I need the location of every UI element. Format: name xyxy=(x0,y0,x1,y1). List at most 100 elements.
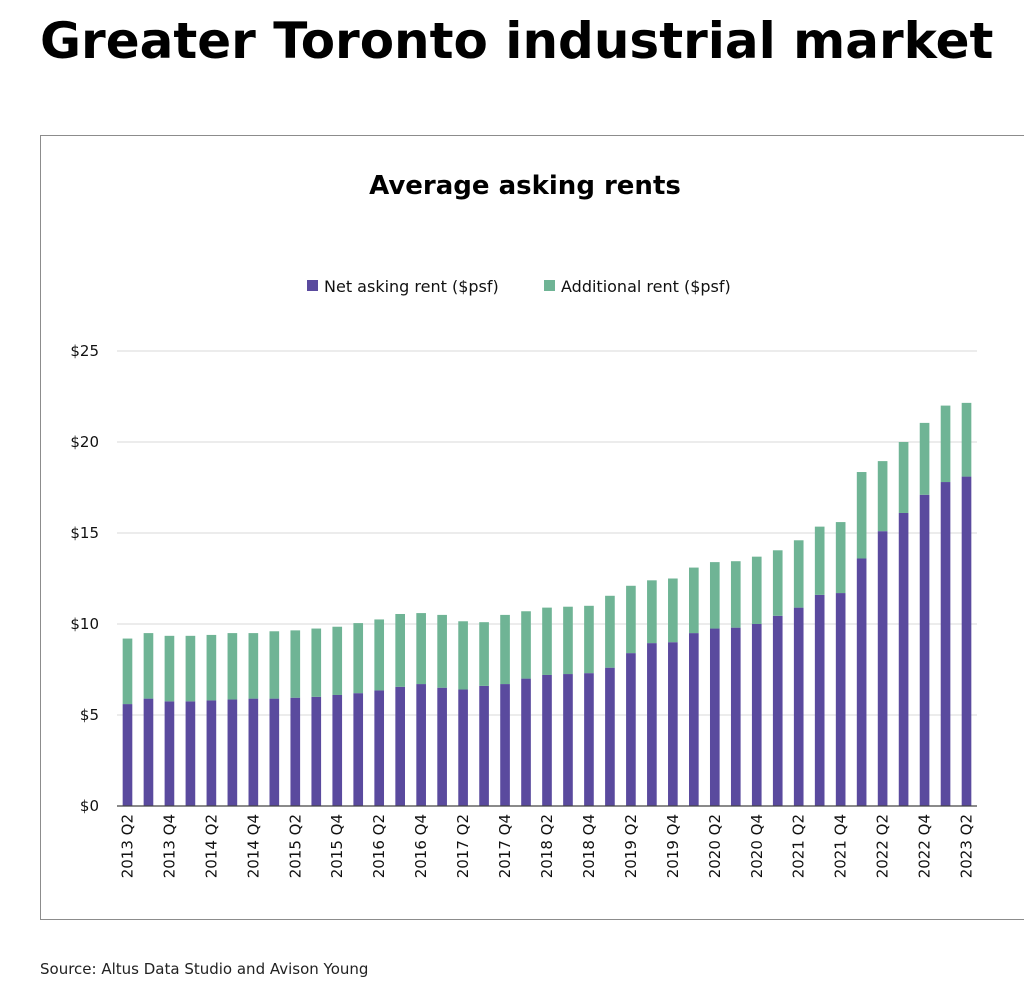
bar-additional-2019-Q2 xyxy=(626,585,636,654)
x-axis-ticks: 2013 Q2 2013 Q4 2014 Q2 2014 Q4 2015 Q2 2015 … xyxy=(118,814,975,878)
bar-net-2014-Q2 xyxy=(206,700,217,806)
x-tick-label: 2022 Q4 xyxy=(916,814,934,878)
bar-additional-2019-Q1 xyxy=(605,595,615,668)
bar-net-2016-Q3 xyxy=(395,686,405,806)
bar-net-2021-Q4 xyxy=(835,593,846,806)
bar-net-2020-Q2 xyxy=(709,628,720,806)
bar-net-2014-Q3 xyxy=(227,699,238,806)
bar-net-2022-Q1 xyxy=(856,558,867,806)
x-tick-label: 2018 Q4 xyxy=(580,814,598,878)
bar-net-2014-Q4 xyxy=(248,698,259,806)
bar-additional-2018-Q2 xyxy=(542,607,552,675)
x-tick-label: 2015 Q2 xyxy=(286,814,304,878)
x-tick-label: 2021 Q4 xyxy=(832,814,850,878)
bar-net-2023-Q2 xyxy=(961,476,972,806)
bar-net-2019-Q2 xyxy=(626,653,636,806)
legend: Net asking rent ($psf) Additional rent (… xyxy=(307,277,731,296)
legend-swatch-additional xyxy=(544,280,555,291)
bar-net-2017-Q3 xyxy=(479,685,489,806)
bar-net-2021-Q1 xyxy=(772,615,783,806)
bar-net-2017-Q1 xyxy=(437,687,447,806)
bar-additional-2020-Q2 xyxy=(709,562,720,629)
bar-net-2017-Q4 xyxy=(500,684,510,806)
bar-additional-2021-Q3 xyxy=(814,526,825,595)
bar-additional-2021-Q1 xyxy=(772,550,783,616)
bar-additional-2022-Q2 xyxy=(877,461,888,532)
bar-additional-2017-Q2 xyxy=(458,621,468,690)
bar-additional-2016-Q4 xyxy=(416,613,426,685)
bar-additional-2017-Q4 xyxy=(500,614,510,685)
bar-additional-2014-Q4 xyxy=(248,633,259,699)
x-tick-label: 2016 Q2 xyxy=(370,814,388,878)
bar-additional-2017-Q1 xyxy=(437,614,447,688)
bar-additional-2014-Q1 xyxy=(185,635,196,702)
bar-net-2016-Q4 xyxy=(416,684,426,806)
bar-net-2015-Q1 xyxy=(269,698,280,806)
x-tick-label: 2019 Q4 xyxy=(664,814,682,878)
stacked-bar-chart: Average asking rents Net asking rent ($p… xyxy=(70,171,977,878)
x-tick-label: 2014 Q4 xyxy=(244,814,262,878)
bar-net-2020-Q1 xyxy=(689,633,699,806)
legend-label-additional: Additional rent ($psf) xyxy=(561,277,731,296)
y-tick-label: $10 xyxy=(70,615,99,633)
source-note: Source: Altus Data Studio and Avison You… xyxy=(40,960,369,978)
bar-net-2018-Q3 xyxy=(563,674,573,806)
bar-additional-2013-Q3 xyxy=(143,633,154,699)
x-tick-label: 2020 Q2 xyxy=(706,814,724,878)
x-tick-label: 2013 Q4 xyxy=(160,814,178,878)
bar-additional-2015-Q1 xyxy=(269,631,280,699)
bar-net-2016-Q1 xyxy=(353,693,364,806)
bar-additional-2022-Q4 xyxy=(919,422,930,495)
bar-net-2019-Q3 xyxy=(647,643,657,806)
gridlines xyxy=(117,350,977,716)
x-tick-label: 2017 Q2 xyxy=(454,814,472,878)
x-tick-label: 2018 Q2 xyxy=(538,814,556,878)
bar-additional-2019-Q3 xyxy=(647,580,657,644)
bar-additional-2018-Q4 xyxy=(584,605,594,674)
y-tick-label: $5 xyxy=(80,706,99,724)
bar-additional-2014-Q2 xyxy=(206,634,217,701)
bar-net-2021-Q2 xyxy=(793,607,804,806)
bar-additional-2014-Q3 xyxy=(227,633,238,700)
x-tick-label: 2016 Q4 xyxy=(412,814,430,878)
y-axis-ticks: $0 $5 $10 $15 $20 $25 xyxy=(70,342,99,815)
x-tick-label: 2022 Q2 xyxy=(874,814,892,878)
bar-additional-2016-Q1 xyxy=(353,623,364,694)
bar-additional-2023-Q2 xyxy=(961,402,972,477)
bar-net-2022-Q3 xyxy=(898,512,909,806)
bar-additional-2020-Q3 xyxy=(730,561,741,628)
y-tick-label: $20 xyxy=(70,433,99,451)
x-tick-label: 2020 Q4 xyxy=(748,814,766,878)
bar-additional-2018-Q3 xyxy=(563,606,573,675)
bar-additional-2016-Q2 xyxy=(374,619,385,691)
bar-additional-2016-Q3 xyxy=(395,613,405,687)
bar-net-2013-Q3 xyxy=(143,698,154,806)
y-tick-label: $15 xyxy=(70,524,99,542)
chart-title: Average asking rents xyxy=(369,171,681,201)
bar-additional-2018-Q1 xyxy=(521,611,531,679)
x-tick-label: 2015 Q4 xyxy=(328,814,346,878)
bar-additional-2020-Q4 xyxy=(751,556,762,624)
bar-net-2013-Q4 xyxy=(164,701,175,806)
bar-additional-2023-Q1 xyxy=(940,405,951,483)
bar-additional-2015-Q3 xyxy=(311,628,322,697)
legend-swatch-net xyxy=(307,280,318,291)
bar-net-2022-Q4 xyxy=(919,494,930,806)
y-tick-label: $25 xyxy=(70,342,99,360)
bar-additional-2020-Q1 xyxy=(689,567,699,634)
bar-net-2021-Q3 xyxy=(814,594,825,806)
x-tick-label: 2023 Q2 xyxy=(958,814,976,878)
x-tick-label: 2014 Q2 xyxy=(202,814,220,878)
bar-net-2020-Q3 xyxy=(730,627,741,806)
bar-net-2020-Q4 xyxy=(751,624,762,806)
y-tick-label: $0 xyxy=(80,797,99,815)
bar-net-2019-Q1 xyxy=(605,667,615,806)
bar-net-2015-Q2 xyxy=(290,697,301,806)
bar-additional-2013-Q2 xyxy=(122,638,133,705)
bar-net-2013-Q2 xyxy=(122,704,133,806)
bar-additional-2015-Q4 xyxy=(332,626,343,695)
chart-frame: Average asking rents Net asking rent ($p… xyxy=(40,135,1024,920)
bar-net-2018-Q1 xyxy=(521,678,531,806)
bar-net-2019-Q4 xyxy=(668,642,678,806)
bar-additional-2022-Q1 xyxy=(856,472,867,559)
